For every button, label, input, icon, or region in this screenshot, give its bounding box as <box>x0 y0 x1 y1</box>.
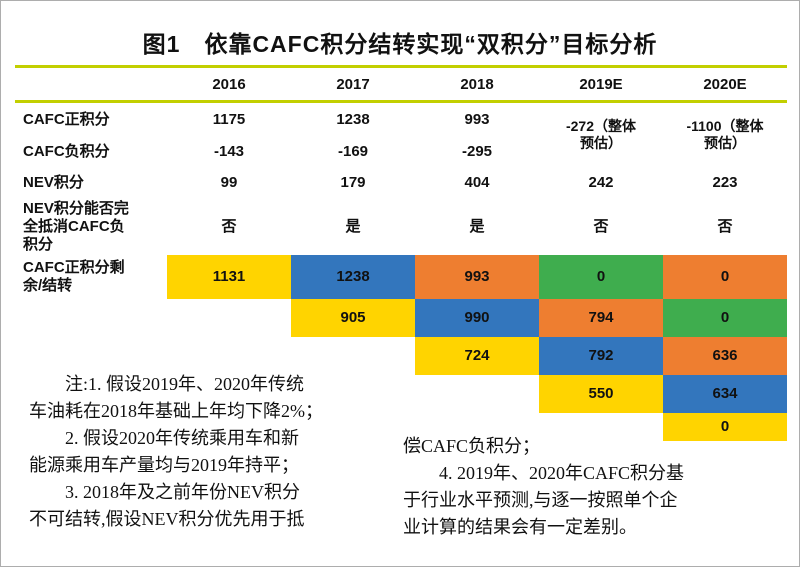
value-cell: 是 <box>345 217 361 235</box>
carry-cell-blue: 634 <box>663 375 787 413</box>
carry-cell-orange: 636 <box>663 337 787 375</box>
carry-cell-blue: 1238 <box>291 255 415 299</box>
footnotes-right-column: 偿CAFC负积分； 4. 2019年、2020年CAFC积分基 于行业水平预测,… <box>403 436 685 537</box>
row-label-cafc-positive: CAFC正积分 <box>23 110 110 128</box>
carry-cell-yellow: 905 <box>291 299 415 337</box>
footnotes-left-column: 注:1. 假设2019年、2020年传统 车油耗在2018年基础上年均下降2%；… <box>29 374 323 529</box>
value-cell: 1175 <box>212 110 246 128</box>
value-cell: 否 <box>593 217 609 235</box>
row-label-carryover: CAFC正积分剩 余/结转 <box>23 258 125 294</box>
carry-cell-yellow: 550 <box>539 375 663 413</box>
year-header-2019e: 2019E <box>539 71 663 103</box>
value-cell: 1238 <box>336 110 370 128</box>
value-cell: 否 <box>717 217 733 235</box>
value-cell: 是 <box>469 217 485 235</box>
value-cell: 否 <box>221 217 237 235</box>
title-divider-rule <box>15 65 787 68</box>
carry-cell-yellow: 0 <box>663 413 787 441</box>
value-cell: -295 <box>461 142 493 160</box>
carry-cell-blue: 792 <box>539 337 663 375</box>
year-header-2020e: 2020E <box>663 71 787 103</box>
value-cell: 993 <box>464 110 490 128</box>
value-cell: -143 <box>213 142 245 160</box>
row-label-offset-question: NEV积分能否完 全抵消CAFC负 积分 <box>23 199 129 254</box>
carry-cell-yellow: 724 <box>415 337 539 375</box>
year-header-2017: 2017 <box>291 71 415 103</box>
carry-cell-green: 0 <box>663 299 787 337</box>
value-cell: 223 <box>712 173 738 191</box>
carry-cell-green: 0 <box>539 255 663 299</box>
row-label-cafc-negative: CAFC负积分 <box>23 142 110 160</box>
row-label-nev: NEV积分 <box>23 173 84 191</box>
header-empty-cell <box>15 71 167 103</box>
carry-cell-orange: 993 <box>415 255 539 299</box>
carry-cell-blue: 990 <box>415 299 539 337</box>
value-cell: 179 <box>340 173 366 191</box>
credits-table: 2016 2017 2018 2019E 2020E CAFC正积分 1175 … <box>15 71 787 441</box>
value-cell: 404 <box>464 173 490 191</box>
value-cell: 242 <box>588 173 614 191</box>
estimate-cell-2020: -1100（整体 预估） <box>686 117 764 151</box>
year-header-2018: 2018 <box>415 71 539 103</box>
carry-cell-orange: 0 <box>663 255 787 299</box>
estimate-cell-2019: -272（整体 预估） <box>565 117 637 151</box>
value-cell: 99 <box>220 173 238 191</box>
year-header-2016: 2016 <box>167 71 291 103</box>
figure-title: 图1 依靠CAFC积分结转实现“双积分”目标分析 <box>142 31 658 57</box>
value-cell: -169 <box>337 142 369 160</box>
carry-cell-yellow: 1131 <box>167 255 291 299</box>
carry-cell-orange: 794 <box>539 299 663 337</box>
